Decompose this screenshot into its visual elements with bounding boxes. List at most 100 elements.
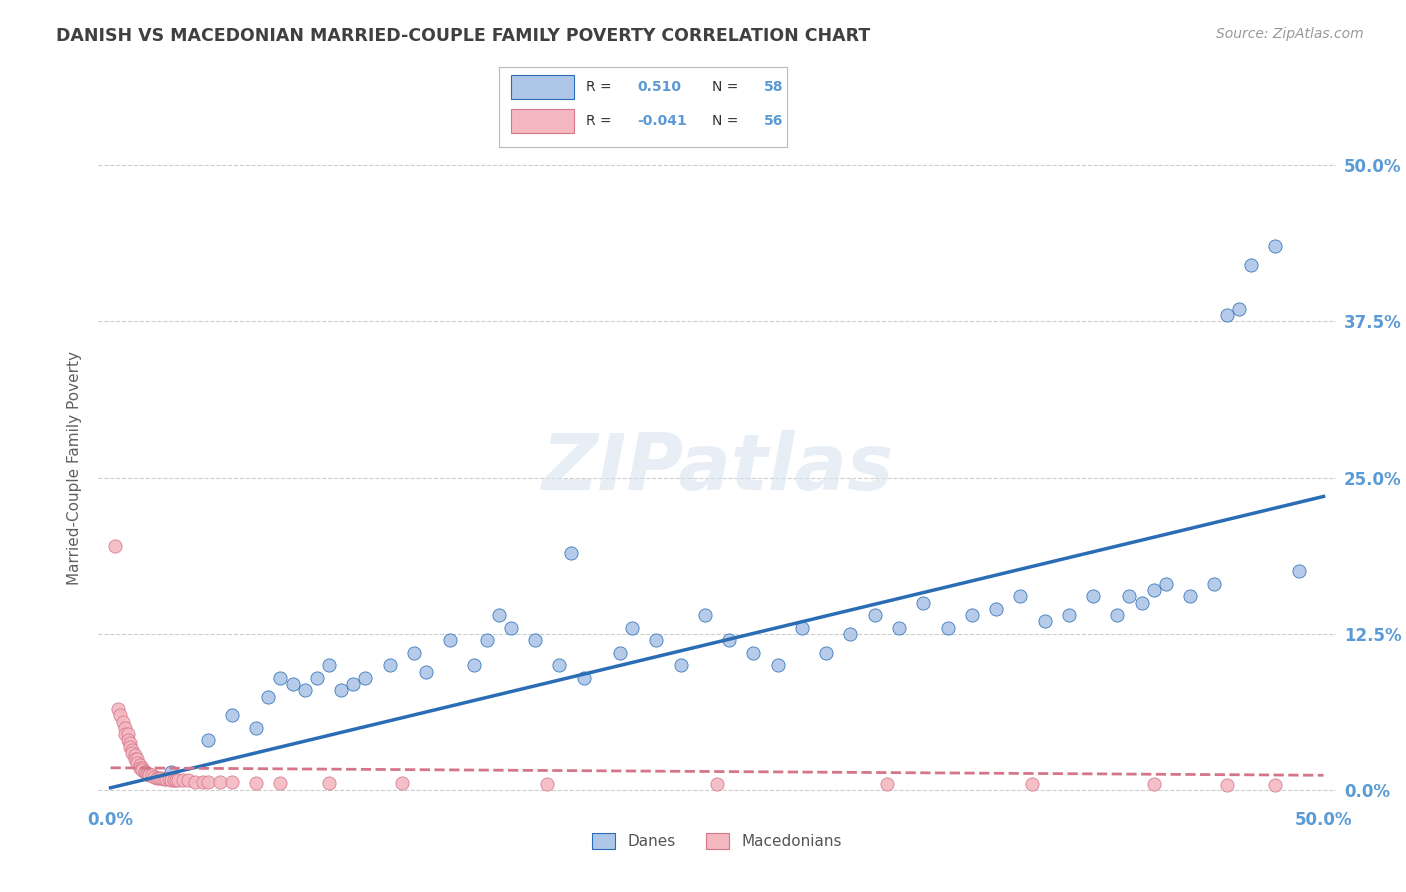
Point bbox=[669, 658, 692, 673]
Point bbox=[1081, 590, 1104, 604]
Point bbox=[1010, 590, 1032, 604]
Point bbox=[114, 721, 136, 735]
Point bbox=[269, 671, 291, 685]
Point bbox=[128, 758, 150, 772]
Point bbox=[621, 621, 644, 635]
Point bbox=[354, 671, 377, 685]
Point bbox=[153, 772, 176, 786]
Point bbox=[114, 727, 136, 741]
Point bbox=[318, 658, 340, 673]
Point bbox=[162, 773, 184, 788]
Point bbox=[117, 727, 139, 741]
Point bbox=[706, 777, 728, 791]
Point bbox=[572, 671, 595, 685]
Point bbox=[645, 633, 668, 648]
Point bbox=[124, 752, 146, 766]
Point bbox=[160, 764, 183, 779]
Text: 0.510: 0.510 bbox=[637, 80, 682, 94]
Point bbox=[121, 743, 143, 757]
Point bbox=[208, 774, 231, 789]
Point bbox=[1143, 777, 1166, 791]
Point bbox=[1130, 596, 1153, 610]
Point bbox=[342, 677, 364, 691]
Point bbox=[131, 764, 153, 778]
Point bbox=[141, 768, 163, 782]
Point bbox=[177, 773, 200, 788]
Point bbox=[463, 658, 485, 673]
Point bbox=[1240, 258, 1263, 272]
Point bbox=[560, 546, 582, 560]
Legend: Danes, Macedonians: Danes, Macedonians bbox=[586, 827, 848, 855]
Point bbox=[790, 621, 813, 635]
Point bbox=[488, 608, 510, 623]
FancyBboxPatch shape bbox=[510, 109, 574, 133]
Point bbox=[221, 774, 243, 789]
Point bbox=[104, 540, 127, 554]
Point bbox=[1118, 590, 1140, 604]
Text: R =: R = bbox=[585, 80, 616, 94]
Point bbox=[378, 658, 401, 673]
Point bbox=[475, 633, 498, 648]
Text: R =: R = bbox=[585, 113, 616, 128]
Point bbox=[1264, 239, 1286, 253]
Point bbox=[165, 773, 187, 788]
Point bbox=[1057, 608, 1080, 623]
Point bbox=[1264, 778, 1286, 792]
Point bbox=[1021, 777, 1043, 791]
Point bbox=[136, 767, 159, 781]
Point bbox=[439, 633, 461, 648]
Point bbox=[221, 708, 243, 723]
Point bbox=[134, 764, 156, 779]
Point bbox=[1107, 608, 1129, 623]
Point bbox=[107, 702, 129, 716]
Point bbox=[330, 683, 353, 698]
Point bbox=[138, 768, 160, 782]
Y-axis label: Married-Couple Family Poverty: Married-Couple Family Poverty bbox=[67, 351, 83, 585]
Point bbox=[960, 608, 983, 623]
Point bbox=[257, 690, 280, 704]
Point bbox=[184, 774, 207, 789]
Point bbox=[157, 772, 180, 786]
Text: DANISH VS MACEDONIAN MARRIED-COUPLE FAMILY POVERTY CORRELATION CHART: DANISH VS MACEDONIAN MARRIED-COUPLE FAMI… bbox=[56, 27, 870, 45]
Point bbox=[121, 746, 143, 760]
Point bbox=[138, 767, 160, 781]
Point bbox=[131, 761, 153, 775]
Point bbox=[609, 646, 631, 660]
Point bbox=[281, 677, 304, 691]
FancyBboxPatch shape bbox=[510, 75, 574, 99]
Point bbox=[155, 772, 177, 786]
Point bbox=[197, 733, 219, 747]
Point bbox=[110, 708, 132, 723]
Point bbox=[391, 776, 413, 790]
Point bbox=[127, 756, 149, 770]
Point bbox=[118, 739, 141, 754]
Point bbox=[912, 596, 935, 610]
Point bbox=[766, 658, 789, 673]
Point bbox=[117, 733, 139, 747]
Point bbox=[160, 773, 183, 788]
Text: N =: N = bbox=[713, 113, 744, 128]
Point bbox=[887, 621, 910, 635]
Point bbox=[245, 776, 267, 790]
Point bbox=[172, 773, 194, 788]
Point bbox=[1143, 583, 1166, 598]
Point bbox=[136, 765, 159, 780]
Point bbox=[1215, 308, 1237, 322]
Point bbox=[402, 646, 425, 660]
Point bbox=[415, 665, 437, 679]
Point bbox=[143, 770, 166, 784]
Text: N =: N = bbox=[713, 80, 744, 94]
Point bbox=[1227, 301, 1250, 316]
Point bbox=[815, 646, 838, 660]
Text: 56: 56 bbox=[765, 113, 783, 128]
Point bbox=[984, 602, 1007, 616]
Point bbox=[839, 627, 862, 641]
Point bbox=[536, 777, 558, 791]
Point bbox=[936, 621, 959, 635]
Point bbox=[1033, 615, 1056, 629]
Point bbox=[191, 774, 214, 789]
Point bbox=[1288, 565, 1310, 579]
Point bbox=[718, 633, 741, 648]
Point bbox=[499, 621, 522, 635]
Text: Source: ZipAtlas.com: Source: ZipAtlas.com bbox=[1216, 27, 1364, 41]
